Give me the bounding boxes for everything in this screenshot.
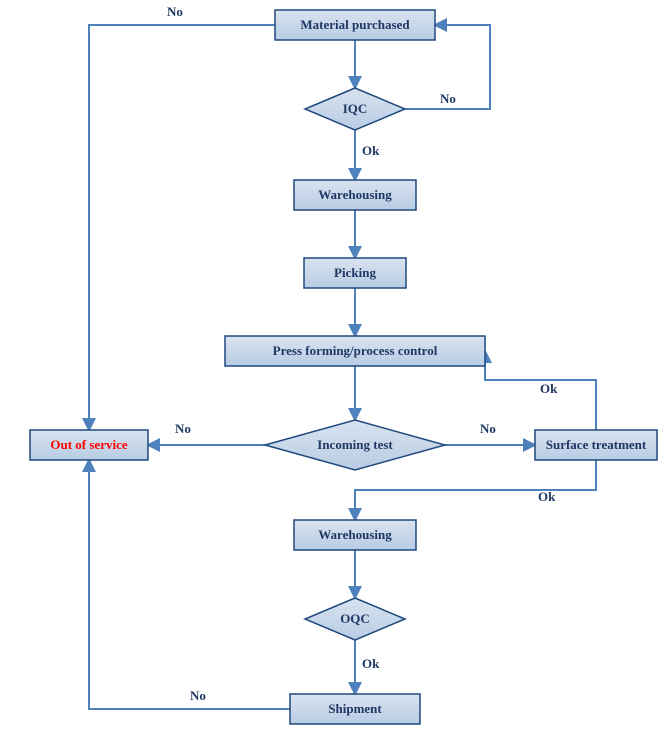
node-ship-label: Shipment — [328, 701, 382, 716]
node-wh1-label: Warehousing — [318, 187, 392, 202]
flowchart-canvas: No Ok No No Ok Ok Ok No No Material purchased IQC W… — [0, 0, 665, 746]
edge-label-incoming-oos: No — [175, 421, 191, 436]
edge-label-surface-press: Ok — [540, 381, 558, 396]
node-ship: Shipment — [290, 694, 420, 724]
node-oqc-label: OQC — [340, 611, 370, 626]
edge-label-ship-oos: No — [190, 688, 206, 703]
edge-label-material-oos: No — [167, 4, 183, 19]
edge-label-iqc-material: No — [440, 91, 456, 106]
node-press: Press forming/process control — [225, 336, 485, 366]
node-iqc: IQC — [305, 88, 405, 130]
edge-label-incoming-surface: No — [480, 421, 496, 436]
node-oqc: OQC — [305, 598, 405, 640]
node-wh2: Warehousing — [294, 520, 416, 550]
node-wh1: Warehousing — [294, 180, 416, 210]
edge-label-oqc-ship: Ok — [362, 656, 380, 671]
node-material-label: Material purchased — [300, 17, 410, 32]
edge-ship-to-oos — [89, 460, 290, 709]
node-iqc-label: IQC — [343, 101, 368, 116]
edge-label-iqc-wh1: Ok — [362, 143, 380, 158]
node-incoming-label: Incoming test — [317, 437, 393, 452]
node-pick: Picking — [304, 258, 406, 288]
node-press-label: Press forming/process control — [273, 343, 438, 358]
node-surface-label: Surface treatment — [546, 437, 647, 452]
edge-label-incoming-wh2: Ok — [538, 489, 556, 504]
node-oos-label: Out of service — [50, 437, 127, 452]
edge-material-to-oos — [89, 25, 275, 430]
node-oos: Out of service — [30, 430, 148, 460]
node-incoming: Incoming test — [265, 420, 445, 470]
node-material: Material purchased — [275, 10, 435, 40]
node-pick-label: Picking — [334, 265, 376, 280]
node-surface: Surface treatment — [535, 430, 657, 460]
node-wh2-label: Warehousing — [318, 527, 392, 542]
edge-incoming-to-wh2 — [355, 460, 596, 520]
